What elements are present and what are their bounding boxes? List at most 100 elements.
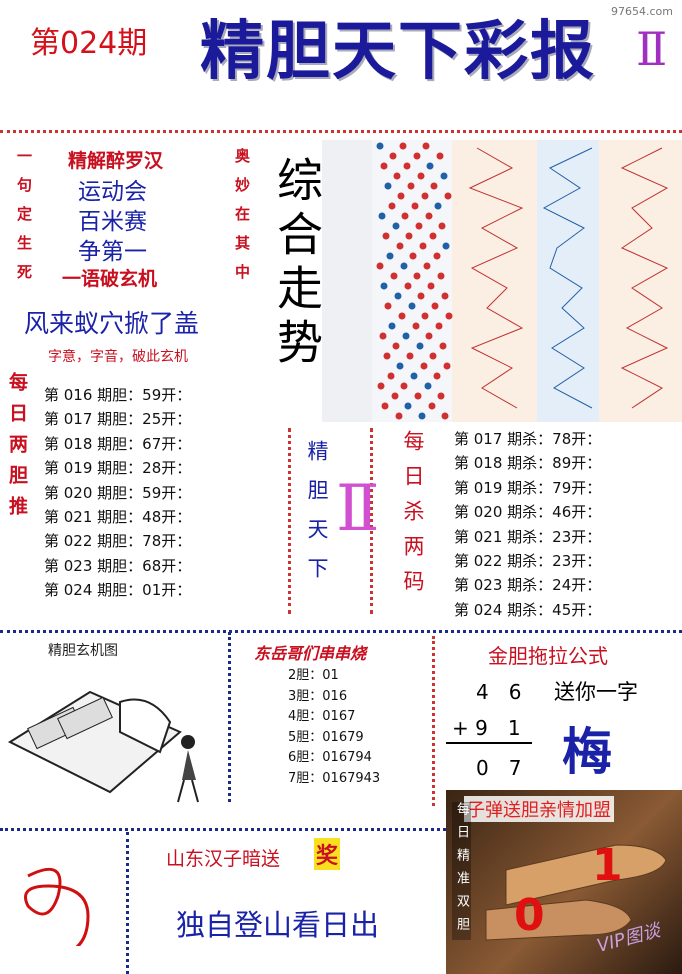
- watermark: 97654.com: [608, 4, 676, 19]
- formula-row: 4 6: [476, 680, 522, 704]
- trend-dot: [376, 142, 384, 150]
- bullet-number: 1: [592, 840, 623, 891]
- trend-label: 综合走势: [270, 156, 324, 372]
- trend-dot: [379, 332, 387, 340]
- trend-dot: [433, 252, 441, 260]
- trend-dot: [440, 172, 448, 180]
- trend-dot: [441, 292, 449, 300]
- trend-dot: [423, 262, 431, 270]
- trend-dot: [413, 272, 421, 280]
- trend-dot: [377, 382, 385, 390]
- trend-dot: [386, 252, 394, 260]
- trend-dot: [442, 242, 450, 250]
- dan-row: 第 020 期胆：59开：: [44, 483, 192, 502]
- trend-dot: [396, 362, 404, 370]
- trend-dot: [424, 382, 432, 390]
- dan-row: 第 019 期胆：28开：: [44, 459, 192, 478]
- trend-dot: [445, 312, 453, 320]
- trend-dot: [439, 342, 447, 350]
- gift-word: 梅: [562, 723, 612, 781]
- series-row: 4胆：0167: [288, 709, 356, 724]
- trend-dot: [405, 232, 413, 240]
- trend-dot: [391, 392, 399, 400]
- trend-dot: [433, 372, 441, 380]
- trend-dot: [420, 362, 428, 370]
- trend-dot: [403, 162, 411, 170]
- poem-left: 一句定生死: [15, 148, 33, 293]
- trend-dot: [399, 142, 407, 150]
- trend-dot: [429, 352, 437, 360]
- divider: [432, 636, 435, 806]
- trend-dot: [398, 312, 406, 320]
- trend-dot: [417, 172, 425, 180]
- dan-row: 第 024 期胆：01开：: [44, 581, 192, 600]
- gift: 送你一字: [554, 680, 638, 704]
- trend-line: [468, 147, 524, 409]
- trend-dot: [389, 152, 397, 160]
- trend-dot: [401, 212, 409, 220]
- trend-dot: [411, 202, 419, 210]
- prize: 奖: [314, 838, 341, 870]
- bullet-number: 0: [514, 890, 545, 941]
- trend-dot: [413, 152, 421, 160]
- divider: [0, 630, 682, 633]
- series-row: 7胆：0167943: [288, 770, 381, 786]
- divider: [0, 828, 446, 831]
- trend-dot: [426, 162, 434, 170]
- series-row: 3胆：016: [288, 688, 348, 704]
- trend-dot: [443, 362, 451, 370]
- divider: [228, 632, 231, 802]
- title-mark: Ⅱ: [636, 22, 668, 76]
- trend-dot: [430, 182, 438, 190]
- trend-dot: [383, 352, 391, 360]
- kill-label: 每日杀两码: [401, 430, 425, 605]
- picture-title: 精胆玄机图: [48, 643, 118, 659]
- series-row: 2胆：01: [288, 668, 339, 683]
- trend-dot: [397, 192, 405, 200]
- formula-line: [446, 742, 532, 744]
- trend-dot: [400, 382, 408, 390]
- trend-dot: [394, 292, 402, 300]
- trend-dot: [436, 152, 444, 160]
- bullet-title: 子弹送胆亲情加盟: [464, 796, 614, 822]
- trend-dot: [438, 222, 446, 230]
- trend-dot: [418, 412, 426, 420]
- trend-dot: [404, 402, 412, 410]
- trend-dot: [412, 322, 420, 330]
- chart-col: [322, 140, 372, 422]
- poem-right: 奥妙在其中: [233, 148, 251, 293]
- dan-row: 第 017 期胆：25开：: [44, 410, 192, 429]
- trend-dot: [410, 372, 418, 380]
- hint: 字意，字音，破此玄机: [48, 349, 188, 365]
- trend-dot: [388, 322, 396, 330]
- trend-dot: [431, 302, 439, 310]
- chart-col: [599, 140, 682, 422]
- illustration: [7, 690, 199, 803]
- trend-dot: [419, 242, 427, 250]
- dan-row: 第 021 期胆：48开：: [44, 508, 192, 526]
- bullet-label: 每日精准双胆: [452, 802, 471, 940]
- trend-dot: [396, 242, 404, 250]
- kill-row: 第 023 期杀：24开：: [454, 576, 602, 595]
- trend-line: [620, 147, 669, 409]
- trend-dot: [407, 182, 415, 190]
- trend-dot: [444, 192, 452, 200]
- trend-dot: [395, 412, 403, 420]
- formula-row: 0 7: [476, 756, 522, 780]
- title: 精胆天下彩报: [200, 14, 596, 89]
- poem-line: 运动会: [78, 179, 147, 205]
- sender: 山东汉子暗送: [166, 848, 281, 870]
- series-title: 东岳哥们串串烧: [254, 644, 367, 663]
- trend-dot: [400, 262, 408, 270]
- trend-dot: [393, 172, 401, 180]
- trend-dot: [378, 212, 386, 220]
- kill-row: 第 021 期杀：23开：: [454, 527, 602, 546]
- trend-dot: [384, 182, 392, 190]
- scribble: [24, 867, 90, 946]
- trend-dot: [390, 272, 398, 280]
- kill-row: 第 018 期杀：89开：: [454, 454, 602, 473]
- trend-dot: [384, 302, 392, 310]
- trend-dot: [425, 332, 433, 340]
